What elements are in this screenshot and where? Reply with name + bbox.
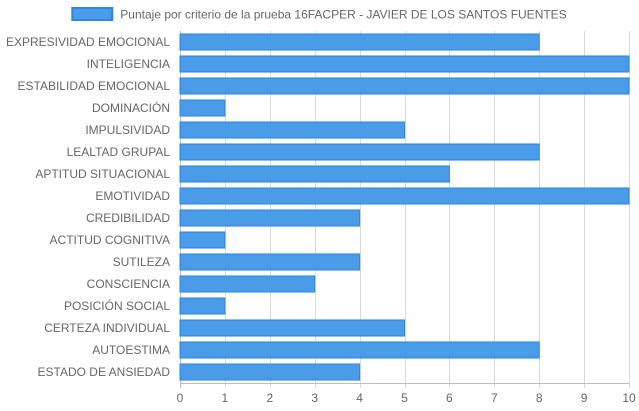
category-label: INTELIGENCIA (87, 57, 170, 71)
x-tick-label: 5 (401, 391, 408, 405)
bar (179, 231, 226, 249)
legend-swatch (71, 7, 114, 21)
category-label: LEALTAD GRUPAL (67, 145, 171, 159)
legend-label: Puntaje por criterio de la prueba 16FACP… (120, 8, 566, 22)
category-label: EMOTIVIDAD (95, 189, 170, 203)
bar (179, 297, 226, 315)
category-label: IMPULSIVIDAD (85, 123, 170, 137)
category-label: CONSCIENCIA (87, 277, 170, 291)
x-tick-label: 0 (177, 391, 184, 405)
bar (179, 77, 630, 95)
bar (179, 55, 630, 73)
bar (179, 165, 450, 183)
x-tick-label: 1 (222, 391, 229, 405)
bar (179, 209, 361, 227)
bar (179, 275, 316, 293)
bar (179, 121, 405, 139)
bar (179, 143, 540, 161)
bar (179, 33, 540, 51)
bar (179, 99, 226, 117)
category-label: SUTILEZA (113, 255, 170, 269)
category-label: POSICIÓN SOCIAL (64, 298, 170, 313)
category-label: EXPRESIVIDAD EMOCIONAL (6, 35, 170, 49)
x-tick-label: 7 (491, 391, 498, 405)
bar (179, 341, 540, 359)
category-label: CREDIBILIDAD (86, 211, 170, 225)
category-label: AUTOESTIMA (92, 343, 170, 357)
x-tick-label: 3 (311, 391, 318, 405)
bar (179, 253, 361, 271)
x-tick-label: 6 (446, 391, 453, 405)
bar (179, 187, 630, 205)
bar (179, 319, 405, 337)
category-label: DOMINACIÓN (92, 100, 170, 115)
category-label: ACTITUD COGNITIVA (50, 233, 170, 247)
bar (179, 363, 361, 381)
category-label: CERTEZA INDIVIDUAL (44, 321, 170, 335)
category-label: APTITUD SITUACIONAL (35, 167, 170, 181)
category-label: ESTABILIDAD EMOCIONAL (18, 79, 171, 93)
x-tick-label: 9 (581, 391, 588, 405)
category-label: ESTADO DE ANSIEDAD (38, 365, 171, 379)
x-tick-label: 4 (356, 391, 363, 405)
x-tick-label: 2 (266, 391, 273, 405)
x-tick-label: 8 (536, 391, 543, 405)
x-tick-label: 10 (622, 391, 636, 405)
